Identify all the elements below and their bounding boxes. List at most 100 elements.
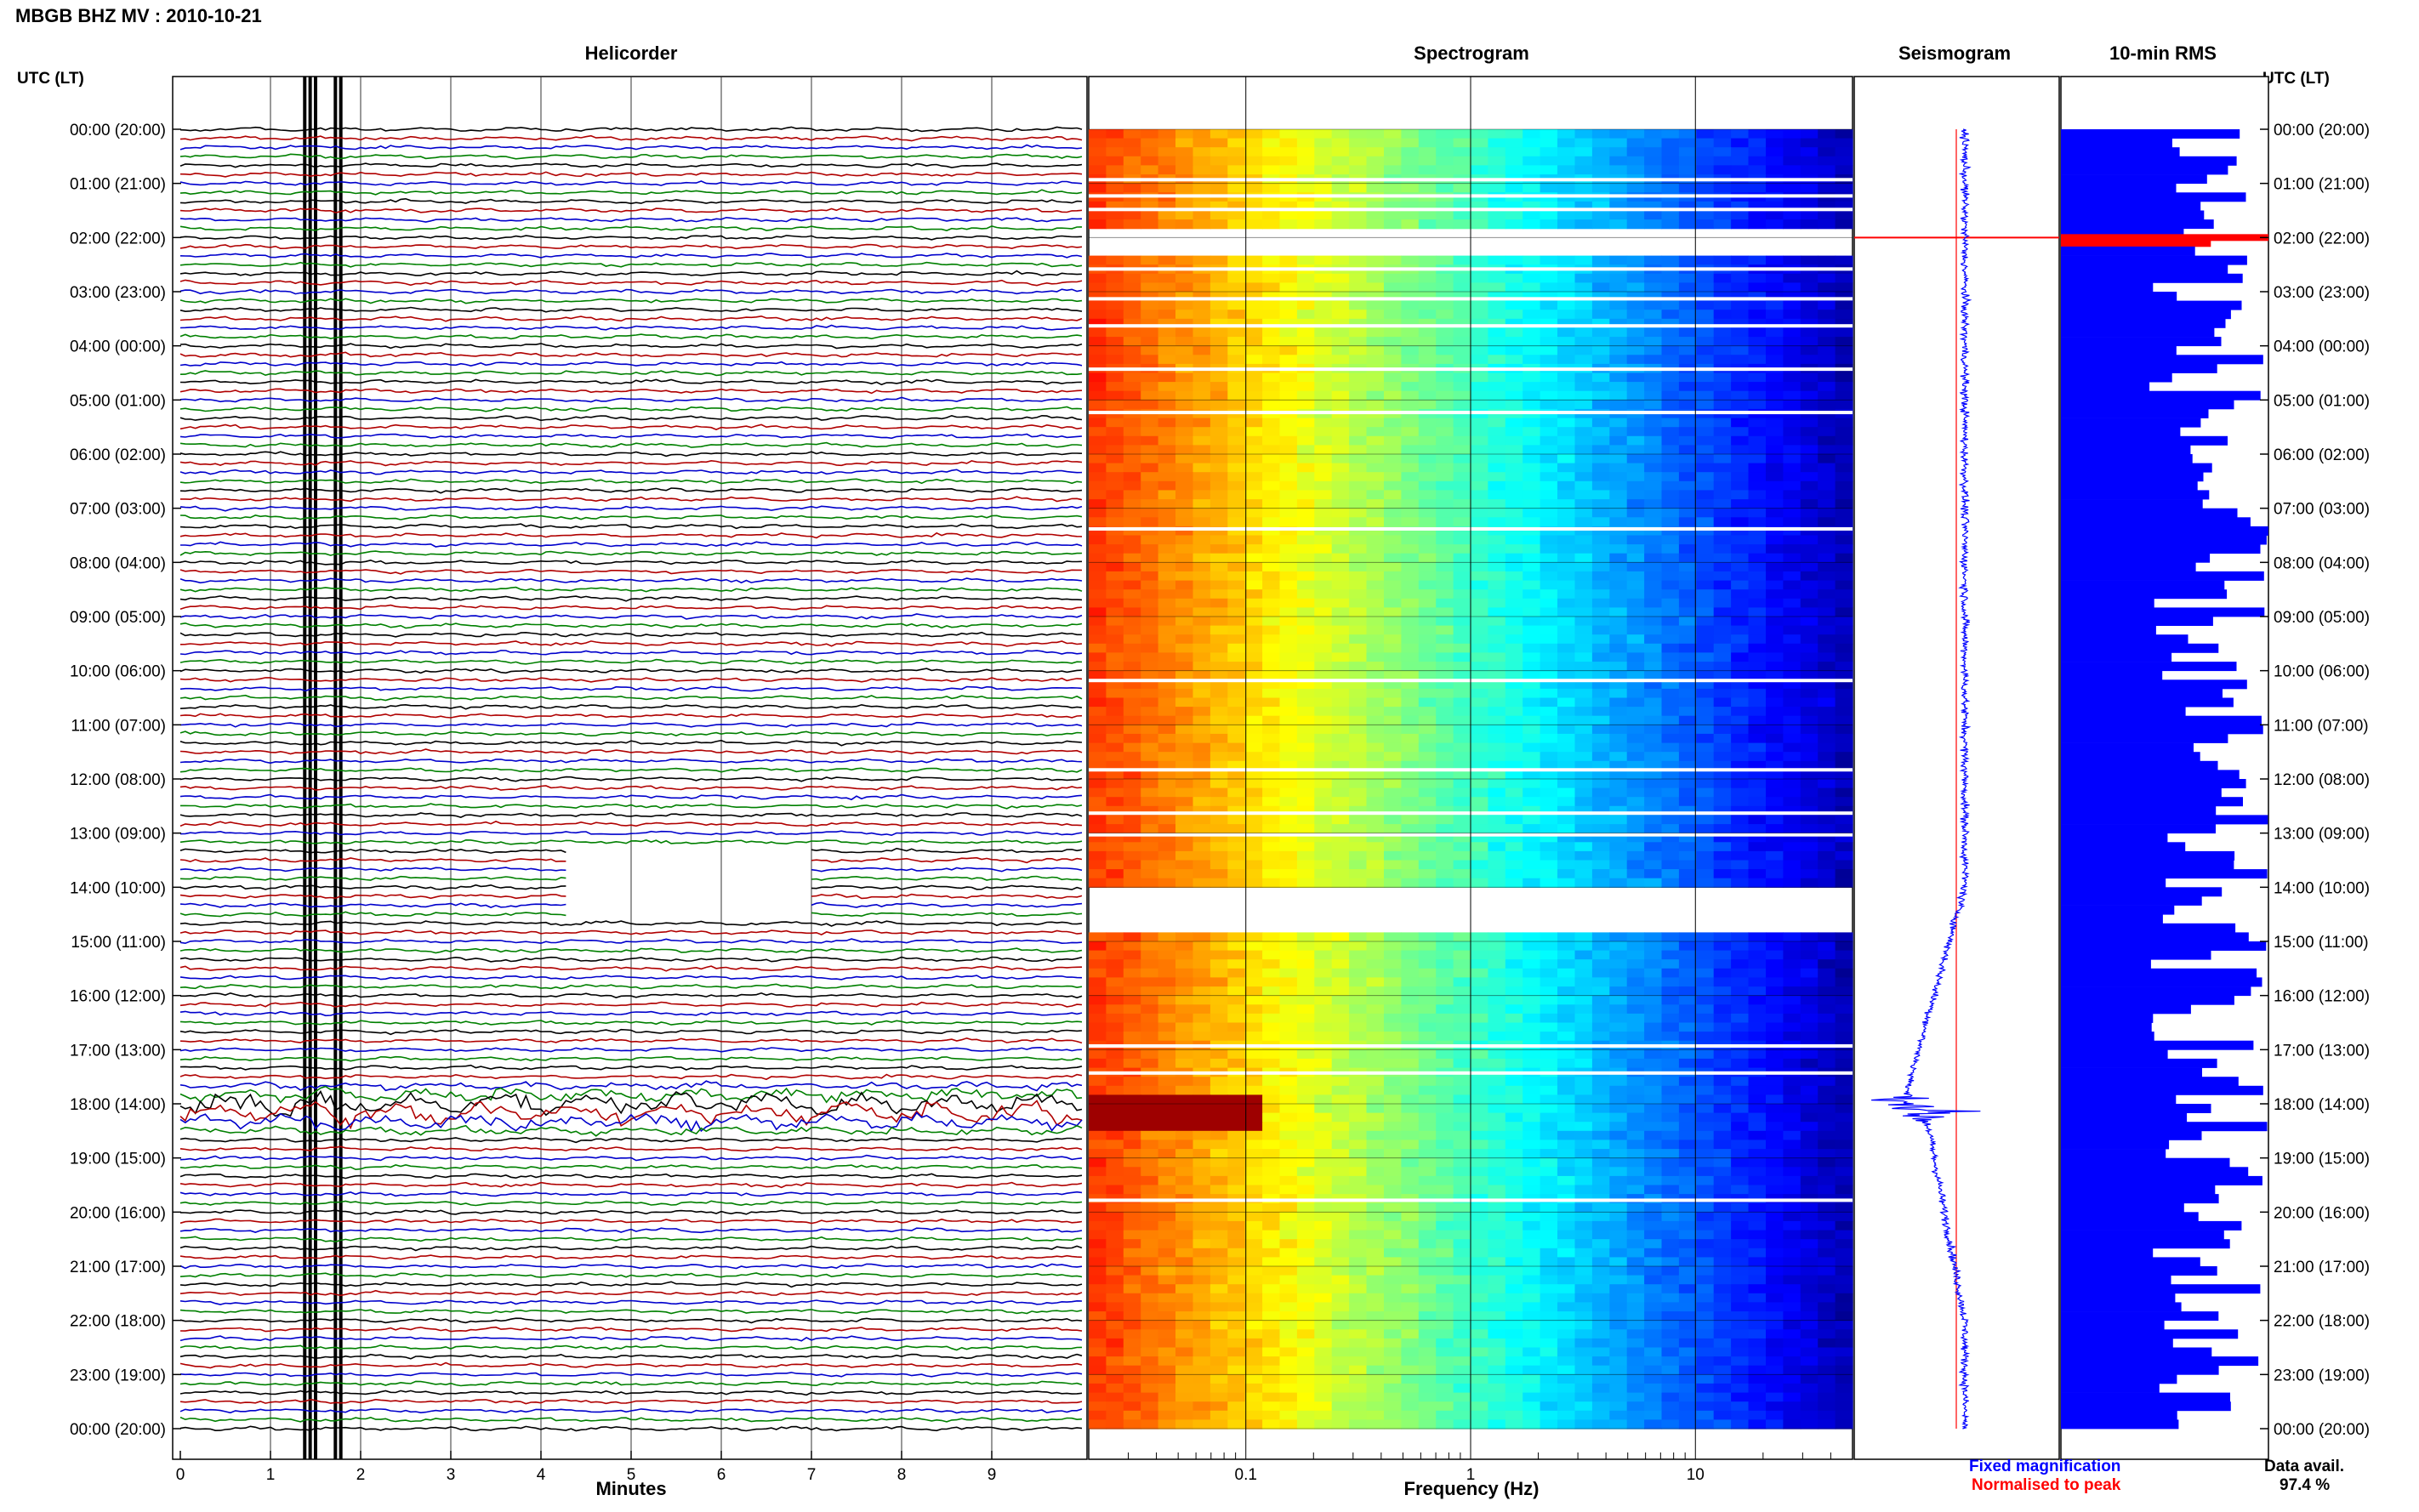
spectrogram-cell — [1626, 454, 1645, 464]
spectrogram-cell — [1453, 1013, 1471, 1024]
spectrogram-cell — [1540, 607, 1558, 617]
spectrogram-cell — [1835, 824, 1853, 834]
spectrogram-cell — [1401, 742, 1420, 753]
spectrogram-cell — [1141, 454, 1159, 464]
spectrogram-cell — [1366, 571, 1385, 582]
spectrogram-cell — [1349, 147, 1368, 157]
spectrogram-cell — [1158, 977, 1176, 987]
spectrogram-cell — [1436, 715, 1454, 725]
spectrogram-cell — [1471, 1112, 1488, 1123]
spectrogram-cell — [1366, 562, 1385, 572]
spectrogram-cell — [1349, 355, 1368, 365]
helicorder-trace — [179, 253, 1083, 259]
spectrogram-cell — [1626, 138, 1645, 148]
spectrogram-cell — [1574, 1049, 1593, 1060]
spectrogram-cell — [1418, 1022, 1437, 1032]
spectrogram-cell — [1349, 327, 1368, 338]
spectrogram-cell — [1471, 156, 1488, 166]
spectrogram-cell — [1644, 1004, 1663, 1015]
spectrogram-cell — [1314, 670, 1333, 680]
helicorder-trace — [179, 776, 1083, 782]
spectrogram-cell — [1210, 1022, 1228, 1032]
spectrogram-cell — [1748, 977, 1767, 987]
spectrogram-cell — [1158, 950, 1176, 960]
spectrogram-cell — [1366, 977, 1385, 987]
spectrogram-cell — [1505, 679, 1523, 690]
spectrogram-cell — [1471, 878, 1488, 888]
spectrogram-cell — [1436, 950, 1454, 960]
spectrogram-cell — [1453, 571, 1471, 582]
spectrogram-cell — [1766, 652, 1784, 662]
spectrogram-cell — [1731, 598, 1750, 608]
spectrogram-cell — [1210, 463, 1228, 473]
spectrogram-cell — [1505, 372, 1523, 383]
spectrogram-cell — [1453, 1077, 1471, 1087]
spectrogram-cell — [1106, 553, 1124, 563]
spectrogram-cell — [1800, 210, 1819, 220]
spectrogram-cell — [1766, 733, 1784, 744]
spectrogram-cell — [1800, 300, 1819, 310]
spectrogram-cell — [1574, 932, 1593, 942]
spectrogram-cell — [1296, 860, 1315, 870]
spectrogram-cell — [1366, 1085, 1385, 1095]
spectrogram-cell — [1523, 499, 1541, 509]
spectrogram-cell — [1384, 1157, 1402, 1168]
spectrogram-cell — [1314, 850, 1333, 861]
spectrogram-cell — [1609, 310, 1628, 320]
spectrogram-cell — [1244, 833, 1263, 843]
spectrogram-cell — [1644, 1167, 1663, 1177]
spectrogram-cell — [1661, 725, 1680, 735]
spectrogram-cell — [1453, 670, 1471, 680]
spectrogram-cell — [1731, 842, 1750, 852]
spectrogram-cell — [1436, 742, 1454, 753]
spectrogram-cell — [1401, 337, 1420, 347]
spectrogram-cell — [1818, 255, 1836, 265]
spectrogram-cell — [1384, 562, 1402, 572]
spectrogram-cell — [1766, 390, 1784, 401]
spectrogram-cell — [1626, 733, 1645, 744]
spectrogram-cell — [1436, 986, 1454, 997]
spectrogram-cell — [1731, 1112, 1750, 1123]
spectrogram-cell — [1783, 147, 1801, 157]
spectrogram-cell — [1331, 869, 1350, 879]
spectrogram-cell — [1523, 742, 1541, 753]
spectrogram-cell — [1244, 400, 1263, 410]
spectrogram-cell — [1609, 1049, 1628, 1060]
spectrogram-cell — [1626, 770, 1645, 780]
spectrogram-cell — [1141, 1149, 1159, 1159]
spectrogram-cell — [1713, 183, 1732, 193]
spectrogram-cell — [1766, 707, 1784, 717]
spectrogram-cell — [1366, 860, 1385, 870]
spectrogram-cell — [1696, 1130, 1715, 1140]
spectrogram-cell — [1540, 643, 1558, 653]
spectrogram-cell — [1557, 544, 1575, 554]
spectrogram-cell — [1279, 697, 1298, 708]
spectrogram-cell — [1227, 562, 1246, 572]
spectrogram-cell — [1453, 815, 1471, 825]
spectrogram-cell — [1783, 733, 1801, 744]
spectrogram-cell — [1661, 607, 1680, 617]
spectrogram-cell — [1523, 553, 1541, 563]
spectrogram-cell — [1783, 770, 1801, 780]
spectrogram-cell — [1471, 499, 1488, 509]
spectrogram-cell — [1574, 634, 1593, 645]
spectrogram-cell — [1227, 210, 1246, 220]
spectrogram-cell — [1557, 625, 1575, 635]
spectrogram-cell — [1835, 589, 1853, 600]
spectrogram-cell — [1661, 1022, 1680, 1032]
spectrogram-cell — [1227, 1085, 1246, 1095]
spectrogram-cell — [1175, 670, 1193, 680]
spectrogram-cell — [1505, 480, 1523, 491]
spectrogram-cell — [1471, 1122, 1488, 1132]
spectrogram-cell — [1505, 553, 1523, 563]
spectrogram-cell — [1331, 201, 1350, 212]
spectrogram-cell — [1626, 1004, 1645, 1015]
spectrogram-cell — [1384, 950, 1402, 960]
spectrogram-cell — [1453, 643, 1471, 653]
spectrogram-cell — [1678, 499, 1697, 509]
spectrogram-cell — [1505, 850, 1523, 861]
spectrogram-cell — [1835, 472, 1853, 482]
spectrogram-cell — [1436, 752, 1454, 762]
spectrogram-cell — [1141, 300, 1159, 310]
spectrogram-cell — [1089, 553, 1107, 563]
